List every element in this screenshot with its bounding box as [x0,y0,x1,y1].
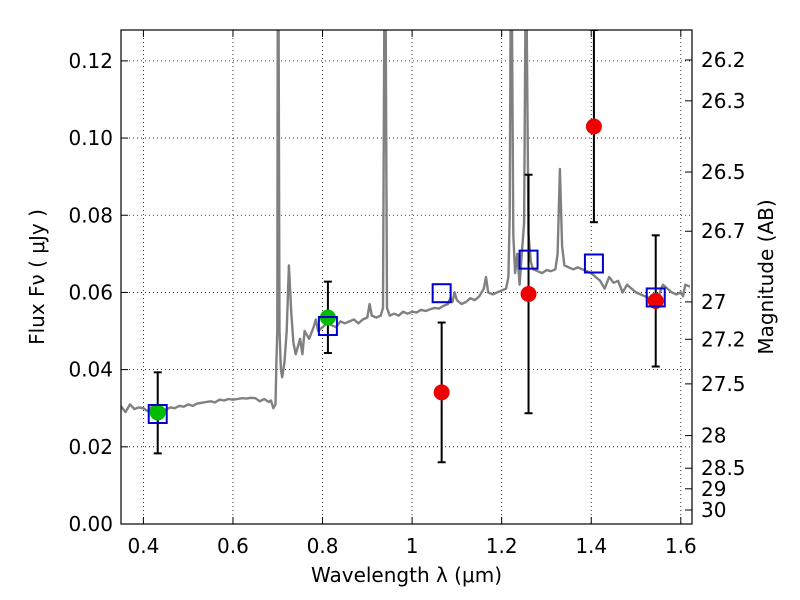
right-tick-label: 27 [701,290,726,314]
model-square [518,249,539,270]
x-tick-label: 0.4 [127,534,159,558]
spectrum-line [121,30,691,414]
y-tick-label: 0.12 [68,49,113,73]
x-axis-label: Wavelength λ (μm) [311,563,502,587]
right-tick-label: 28 [701,424,726,448]
x-tick-label: 1.6 [665,534,697,558]
model-square [431,283,452,304]
right-tick-label: 28.5 [701,456,746,480]
x-tick-label: 1.4 [575,534,607,558]
y-tick-label: 0.10 [68,126,113,150]
plot-area [121,30,691,464]
right-tick-label: 26.2 [701,48,746,72]
y-tick-label: 0.00 [68,512,113,536]
model-square [645,287,666,308]
data-point [520,285,537,302]
grid-lines [121,30,692,525]
x-tick-label: 1.2 [486,534,518,558]
x-tick-label: 1 [406,534,419,558]
model-square [317,316,338,337]
right-axis-label: Magnitude (AB) [754,199,778,354]
y-tick-label: 0.02 [68,435,113,459]
y-tick-label: 0.04 [68,358,113,382]
right-tick-label: 30 [701,498,726,522]
data-point [149,404,166,421]
model-square [147,404,168,425]
right-tick-label: 26.3 [701,89,746,113]
right-tick-label: 27.5 [701,372,746,396]
y-tick-label: 0.06 [68,280,113,304]
model-square [583,253,604,274]
y-axis-label: Flux Fν ( μJy ) [25,209,49,345]
plot-frame [120,29,693,525]
right-tick-label: 27.2 [701,327,746,351]
x-tick-label: 0.8 [307,534,339,558]
data-point [585,118,602,135]
right-tick-label: 26.7 [701,219,746,243]
right-tick-label: 29 [701,477,726,501]
right-tick-label: 26.5 [701,160,746,184]
data-point [647,292,664,309]
data-point [433,384,450,401]
y-tick-label: 0.08 [68,203,113,227]
x-tick-label: 0.6 [217,534,249,558]
axis-ticks: 0.4 0.6 0.8 1 1.2 1.4 1.6 0.00 0.02 0.04 0.06 0.08 0… [68,30,746,558]
